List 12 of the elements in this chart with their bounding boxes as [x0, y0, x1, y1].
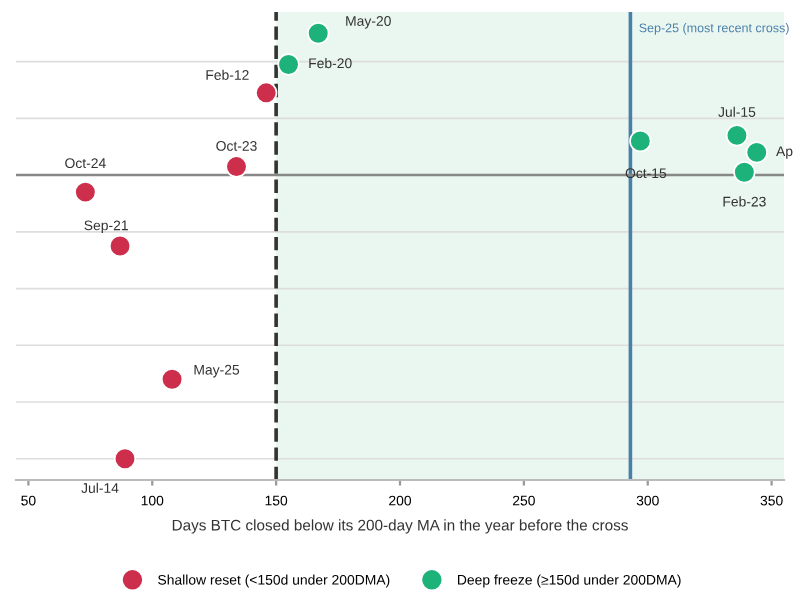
- point: [733, 161, 756, 184]
- point: [277, 53, 300, 76]
- point: [745, 141, 768, 164]
- point: [225, 155, 248, 178]
- point: [113, 447, 137, 470]
- point: [629, 129, 652, 153]
- point: [307, 22, 330, 45]
- point: [255, 81, 278, 104]
- point: [74, 180, 97, 204]
- point: [108, 234, 132, 258]
- point: [160, 368, 184, 391]
- point: [725, 124, 749, 147]
